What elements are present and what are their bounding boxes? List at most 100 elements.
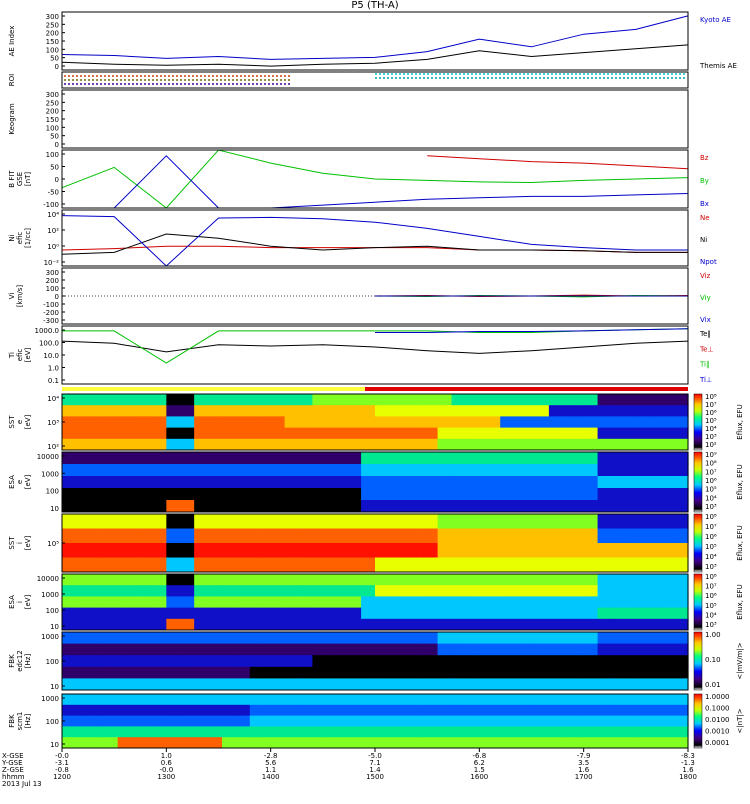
figure-title: P5 (TH-A) xyxy=(351,0,399,11)
colorbar-tick-label: 10³ xyxy=(705,433,717,441)
legend-entry: By xyxy=(700,177,709,185)
ytick-label: 100 xyxy=(46,124,59,132)
ylabel-sst_i: i xyxy=(16,542,24,544)
xtick-x_gse: -2.8 xyxy=(264,752,278,760)
ytick-label: 250 xyxy=(46,21,59,29)
xaxis-row-label: Z-GSE xyxy=(2,766,24,774)
colorbar-fbk_scm xyxy=(693,693,703,749)
panel-frame-density xyxy=(61,209,689,267)
ytick-label: 100 xyxy=(46,488,59,496)
colorbar-tick-label: 0.10 xyxy=(705,656,721,664)
xaxis-row-label: hhmm xyxy=(2,773,25,781)
legend-entry: Bx xyxy=(700,200,709,208)
ylabel-sst_e: e xyxy=(16,420,24,424)
ylabel-esa_e: [eV] xyxy=(24,474,32,489)
legend-entry: Kyoto AE xyxy=(700,16,731,24)
colorbar-esa_e xyxy=(693,451,703,513)
colorbar-tick-label: 10⁷ xyxy=(705,468,717,476)
legend-entry: Ne xyxy=(700,214,710,222)
colorbar-tick-label: 10³ xyxy=(705,503,717,511)
ytick-label: 1000 xyxy=(41,695,59,703)
ylabel-density: efic xyxy=(16,232,24,245)
ytick-label: 10² xyxy=(47,227,59,235)
ylabel-temperature: Ti xyxy=(8,352,16,359)
series-te-line xyxy=(61,340,689,354)
legend-entry: Ni xyxy=(700,236,707,244)
ylabel-bfield: [nT] xyxy=(24,172,32,186)
legend-entry: Te⊥ xyxy=(699,345,714,353)
legend-entry: Vix xyxy=(700,316,711,324)
colorbar-tick-label: 10⁹ xyxy=(705,451,717,459)
roi-bars xyxy=(64,73,686,85)
fbk-scm-spectrogram xyxy=(62,694,689,749)
colorbar-tick-label: 1.0000 xyxy=(705,693,730,701)
ytick-label: 10000 xyxy=(37,453,59,461)
ylabel-fbk_scm: FBK xyxy=(8,714,16,728)
ytick-label: -50 xyxy=(48,189,59,197)
ylabel-fbk_edc: [Hz] xyxy=(24,654,32,669)
colorbar-label: Eflux, EFU xyxy=(736,525,744,560)
ytick-label: -300 xyxy=(43,317,59,325)
ylabel-fbk_scm: [Hz] xyxy=(24,714,32,729)
panel-frame-roi xyxy=(61,71,689,89)
ylabel-esa_e: e xyxy=(16,480,24,484)
xtick-y_gse: 7.1 xyxy=(369,759,380,767)
ylabel-sst_i: [eV] xyxy=(24,535,32,550)
ylabel-esa_e: ESA xyxy=(8,475,16,489)
xtick-hhmm: 1800 xyxy=(679,773,697,781)
ytick-label: 0 xyxy=(55,293,59,301)
ytick-label: 100 xyxy=(46,607,59,615)
ytick-label: 10.0 xyxy=(43,352,59,360)
colorbar-tick-label: 0.0100 xyxy=(705,716,730,724)
xtick-x_gse: -8.3 xyxy=(681,752,695,760)
ytick-label: -100 xyxy=(43,201,59,209)
ytick-label: 300 xyxy=(46,13,59,21)
xtick-hhmm: 1700 xyxy=(575,773,593,781)
ylabel-esa_i: [eV] xyxy=(24,594,32,609)
ylabel-velocity: [km/s] xyxy=(16,285,24,308)
colorbar-label: Eflux, EFU xyxy=(736,584,744,619)
xtick-y_gse: 5.6 xyxy=(265,759,277,767)
ytick-label: 50 xyxy=(50,133,59,141)
xtick-x_gse: -5.0 xyxy=(368,752,382,760)
xtick-z_gse: 1.1 xyxy=(265,766,276,774)
ylabel-fbk_scm: scm1 xyxy=(16,712,24,731)
series-themisae-line xyxy=(61,44,689,67)
colorbar-sst_e xyxy=(693,393,703,451)
xtick-y_gse: 6.2 xyxy=(474,759,485,767)
ytick-label: 0 xyxy=(55,63,59,71)
series-bx-line xyxy=(62,155,689,209)
ytick-label: 100 xyxy=(46,285,59,293)
colorbar-tick-label: 10⁷ xyxy=(705,401,717,409)
xtick-y_gse: -1.3 xyxy=(681,759,695,767)
ytick-label: 0.1 xyxy=(48,377,59,385)
panel-frame-keogram xyxy=(61,89,689,149)
xtick-y_gse: -3.1 xyxy=(55,759,69,767)
ylabel-fbk_edc: FBK xyxy=(8,654,16,668)
ylabel-bfield: B FIT xyxy=(8,170,16,188)
ylabel-density: Ni xyxy=(8,234,16,241)
series-ti-line xyxy=(375,328,689,333)
xtick-z_gse: 1.6 xyxy=(578,766,590,774)
panel-frame-temperature xyxy=(61,325,689,385)
ytick-label: 100 xyxy=(46,46,59,54)
colorbar-tick-label: 10⁶ xyxy=(705,533,717,541)
colorbar-tick-label: 10⁵ xyxy=(705,543,717,551)
legend-entry: Npot xyxy=(700,258,717,266)
panel-frame-esa_e xyxy=(61,451,689,513)
ylabel-density: [1/cc] xyxy=(24,228,32,248)
legend-entry: Themis AE xyxy=(699,62,737,70)
ylabel-velocity: Vi xyxy=(8,293,16,300)
ytick-label: 1000 xyxy=(41,591,59,599)
xaxis-row-label: X-GSE xyxy=(2,752,24,760)
series-kyotoae-line xyxy=(61,15,689,60)
ylabel-temperature: efic xyxy=(16,349,24,362)
ytick-label: 250 xyxy=(46,99,59,107)
ytick-label: 10⁵ xyxy=(47,540,59,548)
xtick-hhmm: 1400 xyxy=(262,773,280,781)
legend-entry: Bz xyxy=(700,154,709,162)
colorbar-tick-label: 10⁵ xyxy=(705,486,717,494)
colorbar-tick-label: 10⁴ xyxy=(705,553,717,561)
ytick-label: 150 xyxy=(46,38,59,46)
xtick-z_gse: -0.8 xyxy=(55,766,69,774)
